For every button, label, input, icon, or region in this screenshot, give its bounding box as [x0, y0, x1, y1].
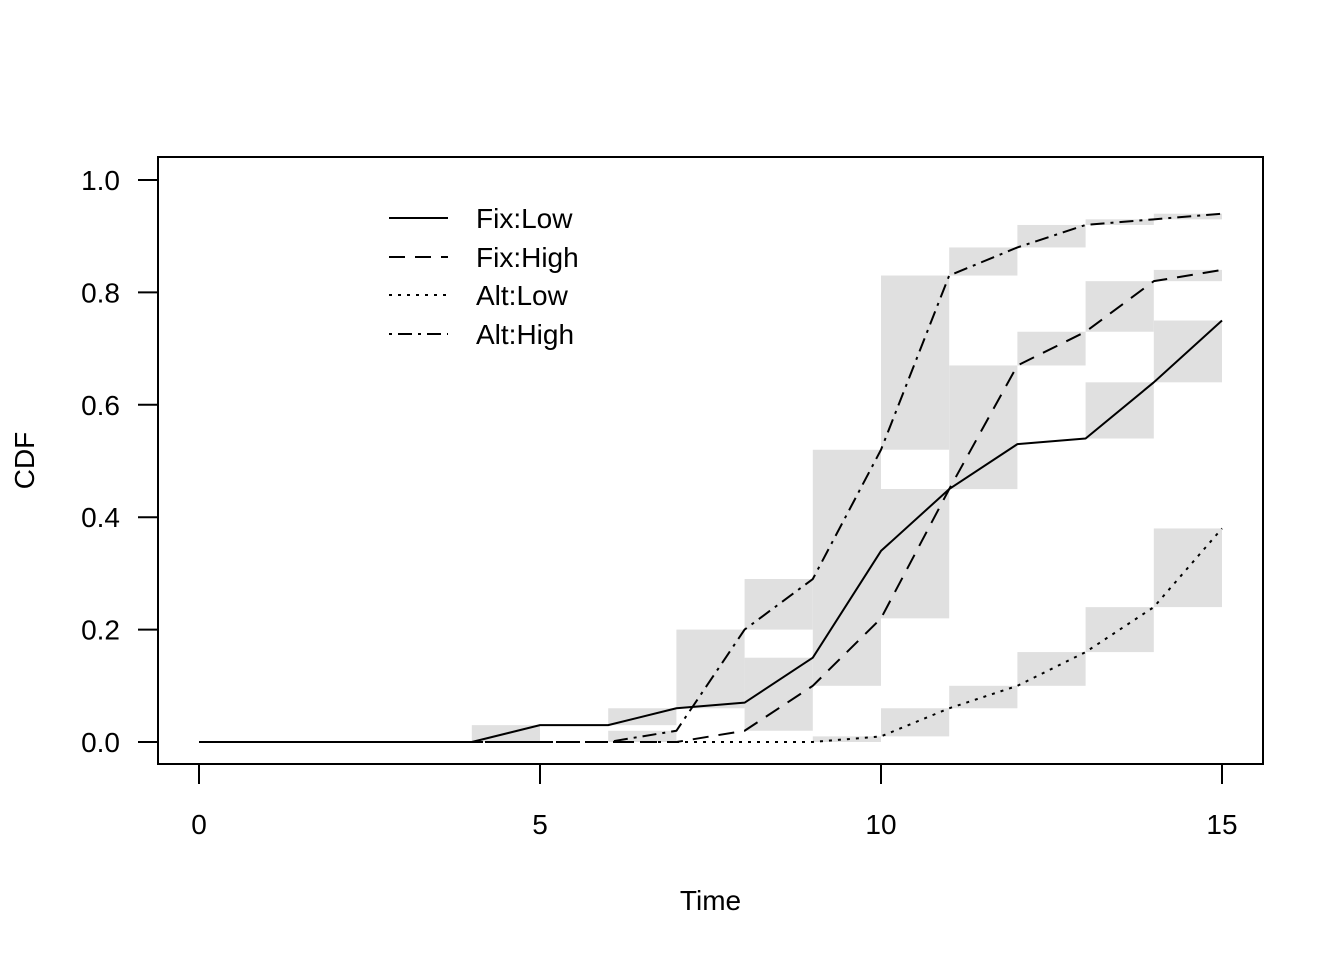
x-tick-label: 15 — [1206, 809, 1237, 840]
band-fix-high-1 — [744, 657, 813, 731]
legend-label: Fix:High — [476, 242, 579, 273]
y-tick-label: 0.6 — [81, 390, 120, 421]
x-tick-label: 10 — [865, 809, 896, 840]
x-axis: 0 5 10 15 — [191, 763, 1238, 840]
y-tick-label: 0.8 — [81, 277, 120, 308]
x-tick-label: 0 — [191, 809, 207, 840]
band-alt-low-2 — [949, 685, 1018, 709]
legend: Fix:Low Fix:High Alt:Low Alt:High — [389, 203, 579, 350]
legend-label: Alt:Low — [476, 280, 569, 311]
y-tick-label: 0.0 — [81, 727, 120, 758]
x-axis-title: Time — [680, 885, 741, 916]
band-alt-low-4 — [1085, 607, 1154, 653]
band-fix-high-2 — [881, 489, 950, 619]
y-axis-title: CDF — [9, 432, 40, 490]
y-tick-label: 0.2 — [81, 615, 120, 646]
y-tick-label: 0.4 — [81, 502, 120, 533]
confidence-bands — [471, 213, 1222, 742]
band-fix-high-0 — [608, 730, 677, 742]
series-lines — [199, 212, 1223, 743]
legend-label: Alt:High — [476, 319, 574, 350]
series-line-fix-high — [199, 268, 1223, 743]
y-tick-label: 1.0 — [81, 165, 120, 196]
legend-label: Fix:Low — [476, 203, 573, 234]
y-axis: 0.0 0.2 0.4 0.6 0.8 1.0 — [81, 165, 159, 758]
x-tick-label: 5 — [532, 809, 548, 840]
band-fix-low-2 — [676, 629, 745, 709]
band-alt-high-0 — [744, 579, 813, 630]
series-line-alt-low — [199, 527, 1223, 743]
series-line-alt-high — [199, 212, 1223, 743]
